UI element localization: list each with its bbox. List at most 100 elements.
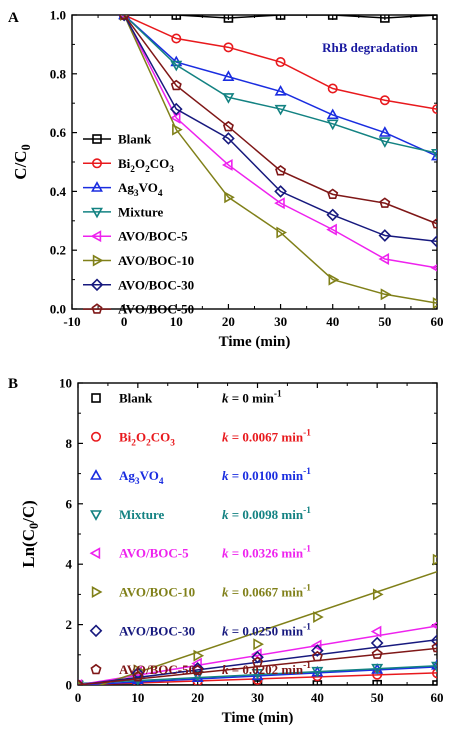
y-tick-label: 0.2 <box>50 243 66 258</box>
panel-label: B <box>8 376 18 392</box>
x-tick-label: 50 <box>371 690 384 705</box>
series-7 <box>119 15 437 229</box>
series-line <box>123 15 437 243</box>
legend-marker <box>91 431 102 442</box>
series-5 <box>119 15 437 309</box>
data-point <box>313 611 324 624</box>
data-point <box>311 644 324 657</box>
series-line <box>123 15 437 269</box>
legend-label: AVO/BOC-5 <box>119 546 189 561</box>
legend-marker <box>90 230 102 243</box>
data-point <box>379 95 390 106</box>
legend-marker <box>91 586 103 598</box>
data-point <box>311 666 324 678</box>
data-point <box>223 15 234 23</box>
data-point <box>326 208 340 222</box>
x-tick-label: 60 <box>431 690 444 705</box>
legend-marker <box>91 207 103 219</box>
series-line <box>123 15 437 225</box>
data-point <box>311 650 323 662</box>
data-point <box>430 264 437 272</box>
x-tick-label: 60 <box>431 314 444 329</box>
legend-marker <box>90 510 102 521</box>
data-point <box>78 679 84 685</box>
y-axis-label-group: C/C0 <box>11 144 33 179</box>
data-point <box>430 235 437 248</box>
legend-label: AVO/BOC-5 <box>118 229 188 244</box>
legend-label: AVO/BOC-50 <box>118 302 194 317</box>
x-tick-label: 20 <box>222 314 235 329</box>
x-tick-label: 40 <box>311 690 324 705</box>
legend-label: Mixture <box>118 204 163 219</box>
legend-marker <box>91 393 101 403</box>
x-axis-label: Time (min) <box>222 710 294 726</box>
y-tick-label: 0 <box>66 678 73 693</box>
data-point <box>78 681 85 685</box>
y-tick-label: 2 <box>66 617 73 632</box>
data-point <box>222 93 235 104</box>
legend-label: Mixture <box>119 507 164 522</box>
data-point <box>274 197 285 210</box>
data-point <box>132 671 144 682</box>
rate-constant-label: k = 0 min-1 <box>222 390 282 406</box>
panel-B: B 0 10 20 30 40 50 60 0 2 4 6 8 10 Time (min) Ln(C0/C) B… <box>8 376 444 727</box>
data-point <box>378 229 392 242</box>
legend: Blank k = 0 min-1 Bi2O2CO3 k = 0.0067 min-1… <box>89 390 311 677</box>
legend-label: Bi2O2CO3 <box>119 429 175 448</box>
data-point <box>170 79 182 91</box>
data-point <box>378 126 391 137</box>
rate-constant-label: k = 0.0067 min-1 <box>222 428 311 444</box>
y-tick-label: 1.0 <box>50 8 66 23</box>
data-point <box>371 663 384 675</box>
data-point <box>326 119 339 131</box>
data-point <box>370 625 382 638</box>
data-point <box>193 649 205 662</box>
x-tick-label: 10 <box>170 314 183 329</box>
data-point <box>379 197 391 208</box>
data-point <box>380 15 390 23</box>
series-line <box>124 15 437 19</box>
y-tick-label: 6 <box>66 496 73 511</box>
data-point <box>192 664 204 676</box>
y-axis-label-group: Ln(C0/C) <box>19 500 41 568</box>
x-tick-label: 50 <box>378 314 391 329</box>
data-point <box>310 639 322 652</box>
data-point <box>223 42 234 53</box>
series-line <box>123 15 437 154</box>
data-point <box>221 158 233 171</box>
rate-constant-label: k = 0.0326 min-1 <box>222 545 311 561</box>
data-point <box>172 123 183 136</box>
data-point <box>274 85 287 96</box>
legend-marker <box>92 158 103 169</box>
rate-constant-label: k = 0.0100 min-1 <box>222 467 311 483</box>
legend-label: AVO/BOC-50 <box>119 662 195 677</box>
data-point <box>222 70 235 81</box>
data-point <box>171 15 182 20</box>
x-tick-label: 0 <box>121 314 128 329</box>
data-point <box>431 658 437 670</box>
legend-marker <box>90 469 102 480</box>
y-tick-label: 0.8 <box>50 66 67 81</box>
data-point <box>431 148 437 160</box>
data-point <box>432 553 437 566</box>
legend-label: Blank <box>119 391 153 406</box>
data-point <box>432 104 437 115</box>
data-point <box>275 15 286 20</box>
legend-marker <box>92 254 104 267</box>
legend-label: AVO/BOC-10 <box>118 253 194 268</box>
data-point <box>372 588 384 601</box>
y-tick-label: 0.0 <box>50 302 66 317</box>
x-tick-label: 0 <box>75 690 82 705</box>
x-tick-label: 30 <box>274 314 287 329</box>
data-point <box>119 15 130 20</box>
data-point <box>252 680 263 685</box>
legend-label: Bi2O2CO3 <box>118 156 174 175</box>
plot-frame <box>77 382 438 686</box>
data-point <box>251 656 264 668</box>
legend-label: AVO/BOC-30 <box>119 623 195 638</box>
data-point <box>251 669 264 680</box>
x-axis-label: Time (min) <box>219 334 291 350</box>
y-axis-label: C/C0 <box>11 144 33 179</box>
data-point <box>378 137 391 148</box>
rate-constant-label: k = 0.0098 min-1 <box>222 506 311 522</box>
